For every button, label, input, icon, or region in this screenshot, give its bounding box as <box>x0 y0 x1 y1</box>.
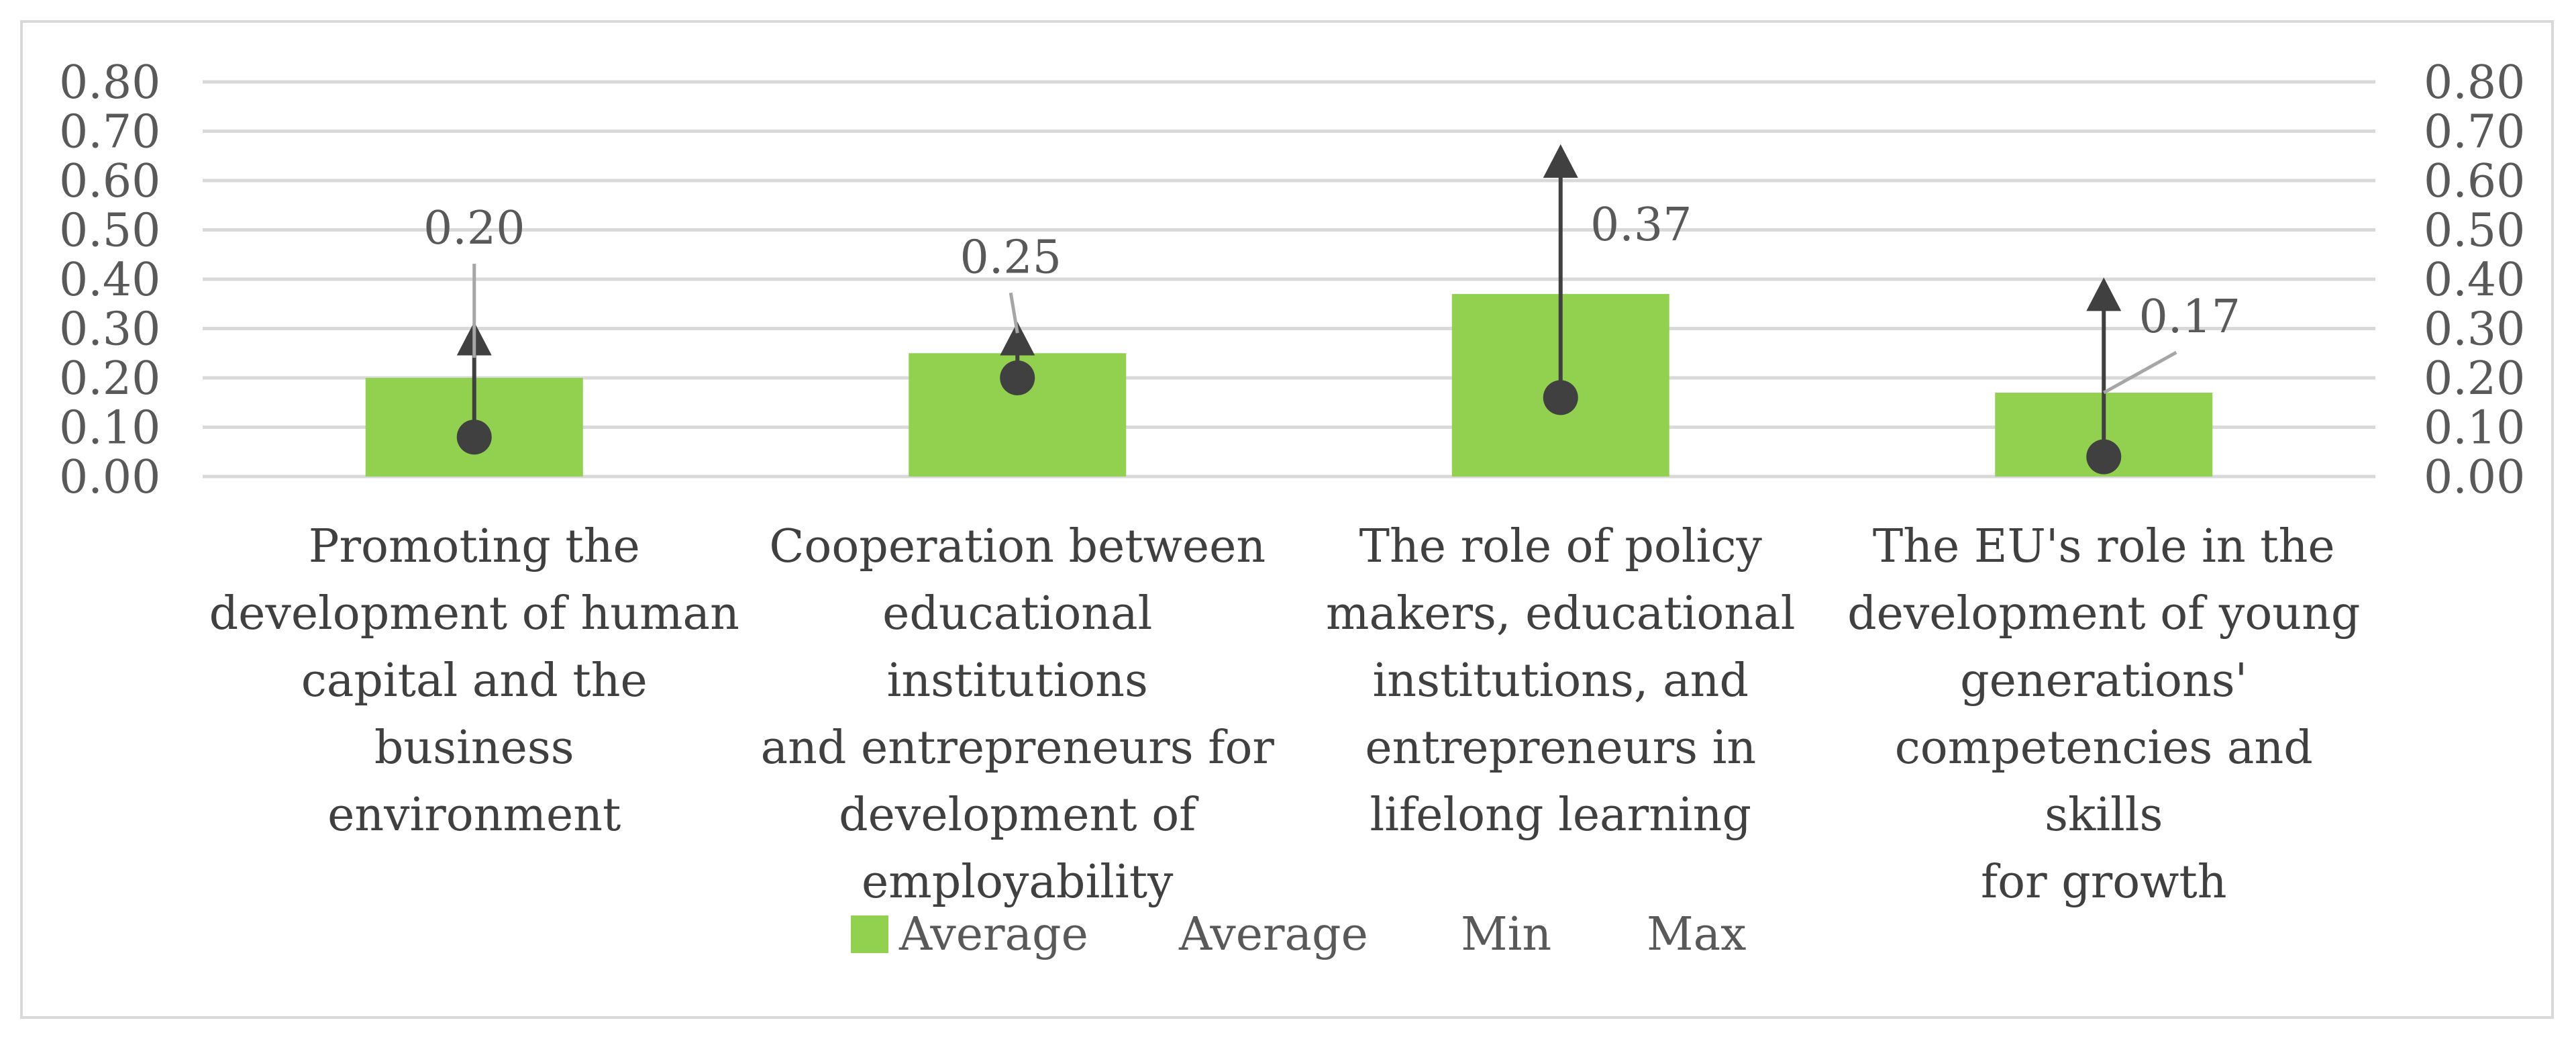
legend-item-max: Max <box>1647 901 1747 969</box>
y2-tick-label: 0.20 <box>2424 352 2525 405</box>
y-tick-label: 0.00 <box>59 451 160 504</box>
legend-item-min: Min <box>1461 901 1551 969</box>
data-label: 0.20 <box>423 202 525 255</box>
y2-tick-label: 0.50 <box>2424 205 2525 258</box>
y-tick-label: 0.20 <box>59 352 160 405</box>
min-marker <box>1000 360 1035 395</box>
data-label: 0.17 <box>2139 291 2240 344</box>
y-tick-label: 0.70 <box>59 106 160 159</box>
category-label-line: development of <box>839 789 1196 842</box>
category-label: Promoting the development of human capital… <box>206 513 743 849</box>
legend-label-max: Max <box>1647 908 1747 961</box>
category-label-line: environment <box>327 789 621 842</box>
y-tick-label: 0.50 <box>59 205 160 258</box>
category-label-line: competencies and skills <box>1894 722 2313 842</box>
data-label-leader <box>2103 350 2177 395</box>
y2-tick-label: 0.80 <box>2424 56 2525 109</box>
category-label-line: generations' <box>1960 654 2248 707</box>
legend-item-average-bar: Average <box>851 901 1088 969</box>
data-label-leader <box>1009 292 1019 334</box>
y2-tick-label: 0.10 <box>2424 402 2525 455</box>
category-label-line: development of young <box>1847 587 2361 640</box>
legend-label-min: Min <box>1461 908 1552 961</box>
min-marker <box>1543 380 1578 415</box>
y2-tick-label: 0.30 <box>2424 303 2525 356</box>
data-label: 0.37 <box>1590 199 1692 252</box>
category-label: The EU's role in the development of young… <box>1835 513 2372 916</box>
category-label: Cooperation between educational instituti… <box>749 513 1286 916</box>
legend-swatch-average-bar <box>851 915 888 953</box>
y-tick-label: 0.40 <box>59 254 160 307</box>
category-label-line: The EU's role in the <box>1872 520 2335 573</box>
y-tick-label: 0.10 <box>59 402 160 455</box>
y-tick-label: 0.80 <box>59 56 160 109</box>
y2-tick-label: 0.60 <box>2424 155 2525 208</box>
category-label-line: The role of policy <box>1359 520 1762 573</box>
category-label-line: Promoting the <box>308 520 640 573</box>
category-label-line: for growth <box>1980 856 2227 909</box>
legend-label-average-line: Average <box>1179 908 1368 961</box>
max-arrow <box>1543 144 1578 178</box>
category-label-line: institutions, and <box>1372 654 1749 707</box>
min-marker <box>2086 439 2122 475</box>
y2-tick-label: 0.70 <box>2424 106 2525 159</box>
category-label-line: and entrepreneurs for <box>760 722 1274 775</box>
max-arrow <box>1000 321 1035 356</box>
category-label: The role of policy makers, educational ins… <box>1292 513 1829 849</box>
min-marker <box>456 419 492 455</box>
legend-label-average-bar: Average <box>899 908 1088 961</box>
max-arrow <box>2086 277 2122 311</box>
legend-item-average-line: Average <box>1179 901 1368 969</box>
y2-tick-label: 0.00 <box>2424 451 2525 504</box>
y2-tick-label: 0.40 <box>2424 254 2525 307</box>
category-label-line: makers, educational <box>1326 587 1796 640</box>
category-label-line: capital and the business <box>301 654 648 775</box>
category-label-line: lifelong learning <box>1370 789 1751 842</box>
category-label-line: entrepreneurs in <box>1365 722 1757 775</box>
y-tick-label: 0.30 <box>59 303 160 356</box>
category-label-line: development of human <box>209 587 739 640</box>
chart-frame <box>20 20 2554 1019</box>
category-label-line: Cooperation between <box>769 520 1266 573</box>
y-tick-label: 0.60 <box>59 155 160 208</box>
category-label-line: employability <box>862 856 1174 909</box>
data-label: 0.25 <box>960 231 1062 284</box>
category-label-line: educational institutions <box>882 587 1153 707</box>
